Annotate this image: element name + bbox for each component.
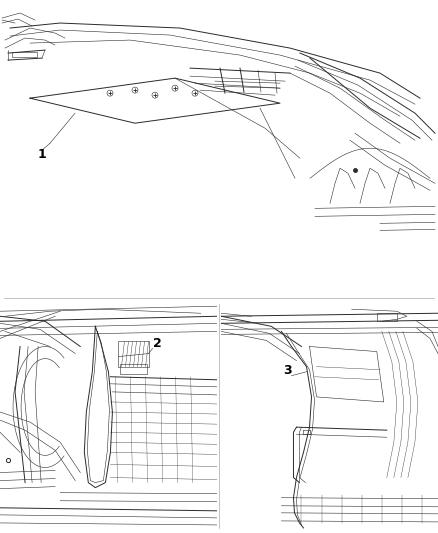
Text: 3: 3 bbox=[283, 364, 292, 377]
Bar bbox=[120, 364, 147, 374]
Bar bbox=[118, 342, 148, 367]
Text: 1: 1 bbox=[38, 148, 47, 161]
Text: 2: 2 bbox=[152, 336, 161, 350]
Bar bbox=[377, 313, 397, 321]
Bar bbox=[12, 52, 37, 57]
